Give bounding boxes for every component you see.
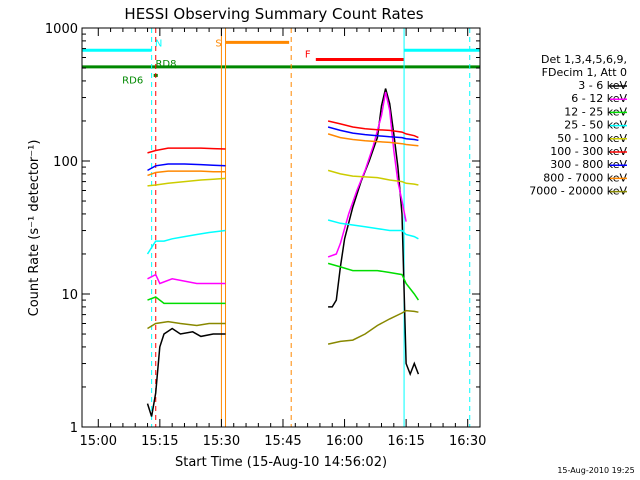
series-8 — [147, 309, 419, 345]
series-3 — [146, 219, 419, 255]
x-tick-label: 15:00 — [80, 434, 117, 449]
series-line-1-segment-0 — [147, 273, 226, 285]
x-tick-label: 16:15 — [387, 434, 424, 449]
series-4 — [147, 169, 419, 187]
series-line-6-segment-0 — [147, 163, 226, 172]
series-line-3-segment-1 — [327, 219, 419, 240]
legend-label-3: 25 - 50 keV — [564, 119, 627, 132]
series-2 — [147, 262, 420, 305]
y-tick-label: 1000 — [45, 22, 78, 37]
flag-label-n: N — [155, 38, 162, 49]
series-line-4-segment-0 — [147, 177, 226, 187]
series-line-7-segment-0 — [147, 170, 226, 177]
series-6 — [147, 126, 419, 172]
legend-label-2: 12 - 25 keV — [564, 105, 627, 118]
plot-frame — [81, 27, 481, 428]
series-line-4-segment-1 — [327, 169, 419, 186]
legend-header-line: FDecim 1, Att 0 — [542, 66, 627, 79]
y-axis: 1 10 100 1000 — [45, 22, 480, 436]
series-layer — [146, 88, 420, 417]
y-axis-label: Count Rate (s⁻¹ detector⁻¹) — [27, 140, 42, 317]
flag-label-s: S — [215, 38, 221, 49]
generation-timestamp: 15-Aug-2010 19:25 — [557, 466, 634, 475]
legend-label-1: 6 - 12 keV — [571, 92, 627, 105]
flag-label-f: F — [305, 49, 311, 60]
series-line-2-segment-1 — [327, 262, 420, 301]
legend-label-8: 7000 - 20000 keV — [529, 185, 627, 198]
series-line-1-segment-1 — [327, 91, 407, 258]
legend-label-4: 50 - 100 keV — [557, 132, 627, 145]
legend-label-0: 3 - 6 keV — [578, 79, 627, 92]
legend-label-6: 300 - 800 keV — [550, 158, 627, 171]
series-1 — [147, 91, 407, 285]
series-line-8-segment-1 — [327, 309, 419, 345]
legend: Det 1,3,4,5,6,9,FDecim 1, Att 03 - 6 keV… — [529, 53, 627, 198]
x-tick-label: 15:30 — [203, 434, 240, 449]
flag-label-rd8: RD8 — [155, 59, 176, 70]
series-line-5-segment-1 — [327, 120, 419, 139]
y-tick-label: 1 — [70, 421, 78, 436]
x-tick-label: 15:45 — [264, 434, 301, 449]
x-tick-label: 15:15 — [141, 434, 178, 449]
series-line-0-segment-0 — [146, 327, 226, 417]
x-tick-label: 16:00 — [326, 434, 363, 449]
flag-label-rd6: RD6 — [122, 75, 143, 86]
y-tick-label: 10 — [61, 288, 78, 303]
x-axis: 15:00 15:15 15:30 15:45 16:00 16:15 16:30 — [80, 28, 486, 449]
series-line-8-segment-0 — [147, 320, 226, 330]
series-line-3-segment-0 — [146, 229, 226, 255]
series-7 — [147, 133, 419, 177]
series-line-2-segment-0 — [147, 296, 226, 305]
series-line-7-segment-1 — [327, 133, 419, 147]
y-tick-label: 100 — [53, 155, 78, 170]
x-tick-label: 16:30 — [449, 434, 486, 449]
series-line-5-segment-0 — [147, 147, 226, 154]
series-line-6-segment-1 — [327, 126, 419, 142]
legend-label-5: 100 - 300 keV — [550, 145, 627, 158]
vertical-markers — [151, 28, 471, 427]
flags-layer: N S F RD6 RD8 — [82, 38, 480, 86]
x-axis-label: Start Time (15-Aug-10 14:56:02) — [175, 455, 387, 470]
series-5 — [147, 120, 419, 154]
chart-title: HESSI Observing Summary Count Rates — [124, 5, 423, 23]
legend-label-7: 800 - 7000 keV — [543, 171, 627, 184]
legend-header-line: Det 1,3,4,5,6,9, — [541, 53, 627, 66]
